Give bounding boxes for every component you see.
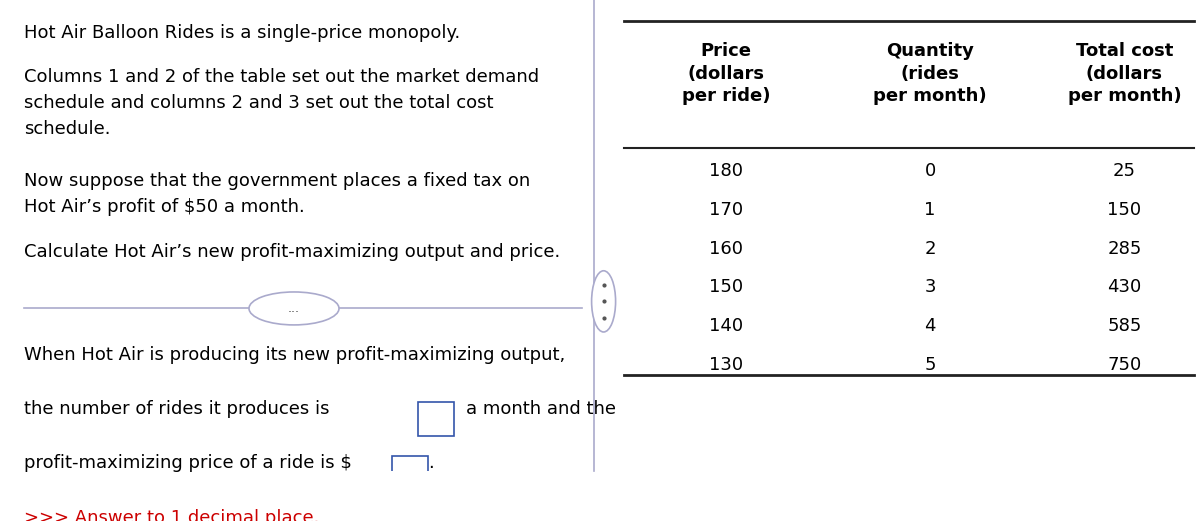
Text: 0: 0 [924,163,936,180]
Text: Columns 1 and 2 of the table set out the market demand
schedule and columns 2 an: Columns 1 and 2 of the table set out the… [24,68,539,138]
Text: 130: 130 [709,355,743,374]
Text: 1: 1 [924,201,936,219]
Text: 25: 25 [1112,163,1136,180]
Text: ...: ... [288,302,300,315]
Text: 585: 585 [1108,317,1141,335]
Text: 3: 3 [924,278,936,296]
Text: 170: 170 [709,201,743,219]
Text: 5: 5 [924,355,936,374]
Text: 140: 140 [709,317,743,335]
Ellipse shape [250,292,340,325]
Ellipse shape [592,271,616,332]
FancyBboxPatch shape [418,402,454,436]
Text: Price
(dollars
per ride): Price (dollars per ride) [682,42,770,105]
Text: 285: 285 [1108,240,1141,258]
Text: 150: 150 [709,278,743,296]
Text: 150: 150 [1108,201,1141,219]
Text: 180: 180 [709,163,743,180]
Text: Quantity
(rides
per month): Quantity (rides per month) [874,42,986,105]
Text: 4: 4 [924,317,936,335]
Text: Total cost
(dollars
per month): Total cost (dollars per month) [1068,42,1181,105]
Text: Hot Air Balloon Rides is a single-price monopoly.: Hot Air Balloon Rides is a single-price … [24,23,461,42]
Text: Calculate Hot Air’s new profit-maximizing output and price.: Calculate Hot Air’s new profit-maximizin… [24,242,560,260]
Text: .: . [428,454,434,473]
Text: >>> Answer to 1 decimal place.: >>> Answer to 1 decimal place. [24,508,319,521]
Text: Now suppose that the government places a fixed tax on
Hot Air’s profit of $50 a : Now suppose that the government places a… [24,172,530,216]
Text: When Hot Air is producing its new profit-maximizing output,: When Hot Air is producing its new profit… [24,346,565,364]
Text: 750: 750 [1108,355,1141,374]
Text: a month and the: a month and the [466,400,616,418]
Text: profit-maximizing price of a ride is $: profit-maximizing price of a ride is $ [24,454,352,473]
FancyBboxPatch shape [392,456,428,490]
Text: 430: 430 [1108,278,1141,296]
Text: 160: 160 [709,240,743,258]
Text: the number of rides it produces is: the number of rides it produces is [24,400,330,418]
Text: 2: 2 [924,240,936,258]
